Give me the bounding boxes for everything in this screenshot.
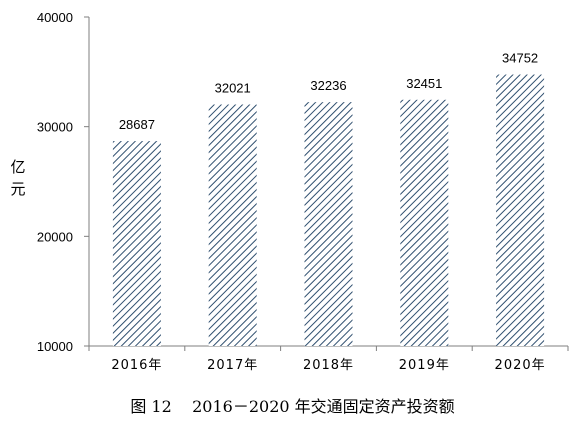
x-tick-label: 2018年 (303, 358, 354, 373)
data-label: 32021 (215, 81, 251, 96)
x-tick-label: 2020年 (495, 358, 546, 373)
labels: 10000 20000 30000 40000 亿元 28687 2016年 32021 201… (10, 10, 546, 373)
y-axis-label: 亿 (10, 158, 25, 176)
y-tick-label: 20000 (37, 229, 73, 244)
y-tick-label: 40000 (37, 10, 73, 25)
x-tick-label: 2019年 (399, 358, 450, 373)
y-tick-label: 30000 (37, 120, 73, 135)
data-label: 28687 (119, 117, 155, 132)
x-tick-label: 2017年 (207, 358, 258, 373)
bar-2016年 (112, 141, 161, 346)
bar-2018年 (304, 102, 353, 346)
data-label: 34752 (502, 51, 538, 66)
figure-title: 2016－2020 年交通固定资产投资额 (192, 397, 455, 416)
bar-2019年 (400, 99, 449, 346)
bar-2020年 (496, 74, 545, 346)
figure-label: 图 12 (130, 397, 172, 416)
data-label: 32451 (406, 76, 442, 91)
y-tick-label: 10000 (37, 339, 73, 354)
data-label: 32236 (310, 78, 346, 93)
y-axis-label: 元 (10, 180, 25, 198)
x-tick-label: 2016年 (111, 358, 162, 373)
bar-2017年 (208, 104, 257, 346)
bars (112, 74, 545, 346)
figure-caption: 图 12 2016－2020 年交通固定资产投资额 (0, 393, 585, 417)
